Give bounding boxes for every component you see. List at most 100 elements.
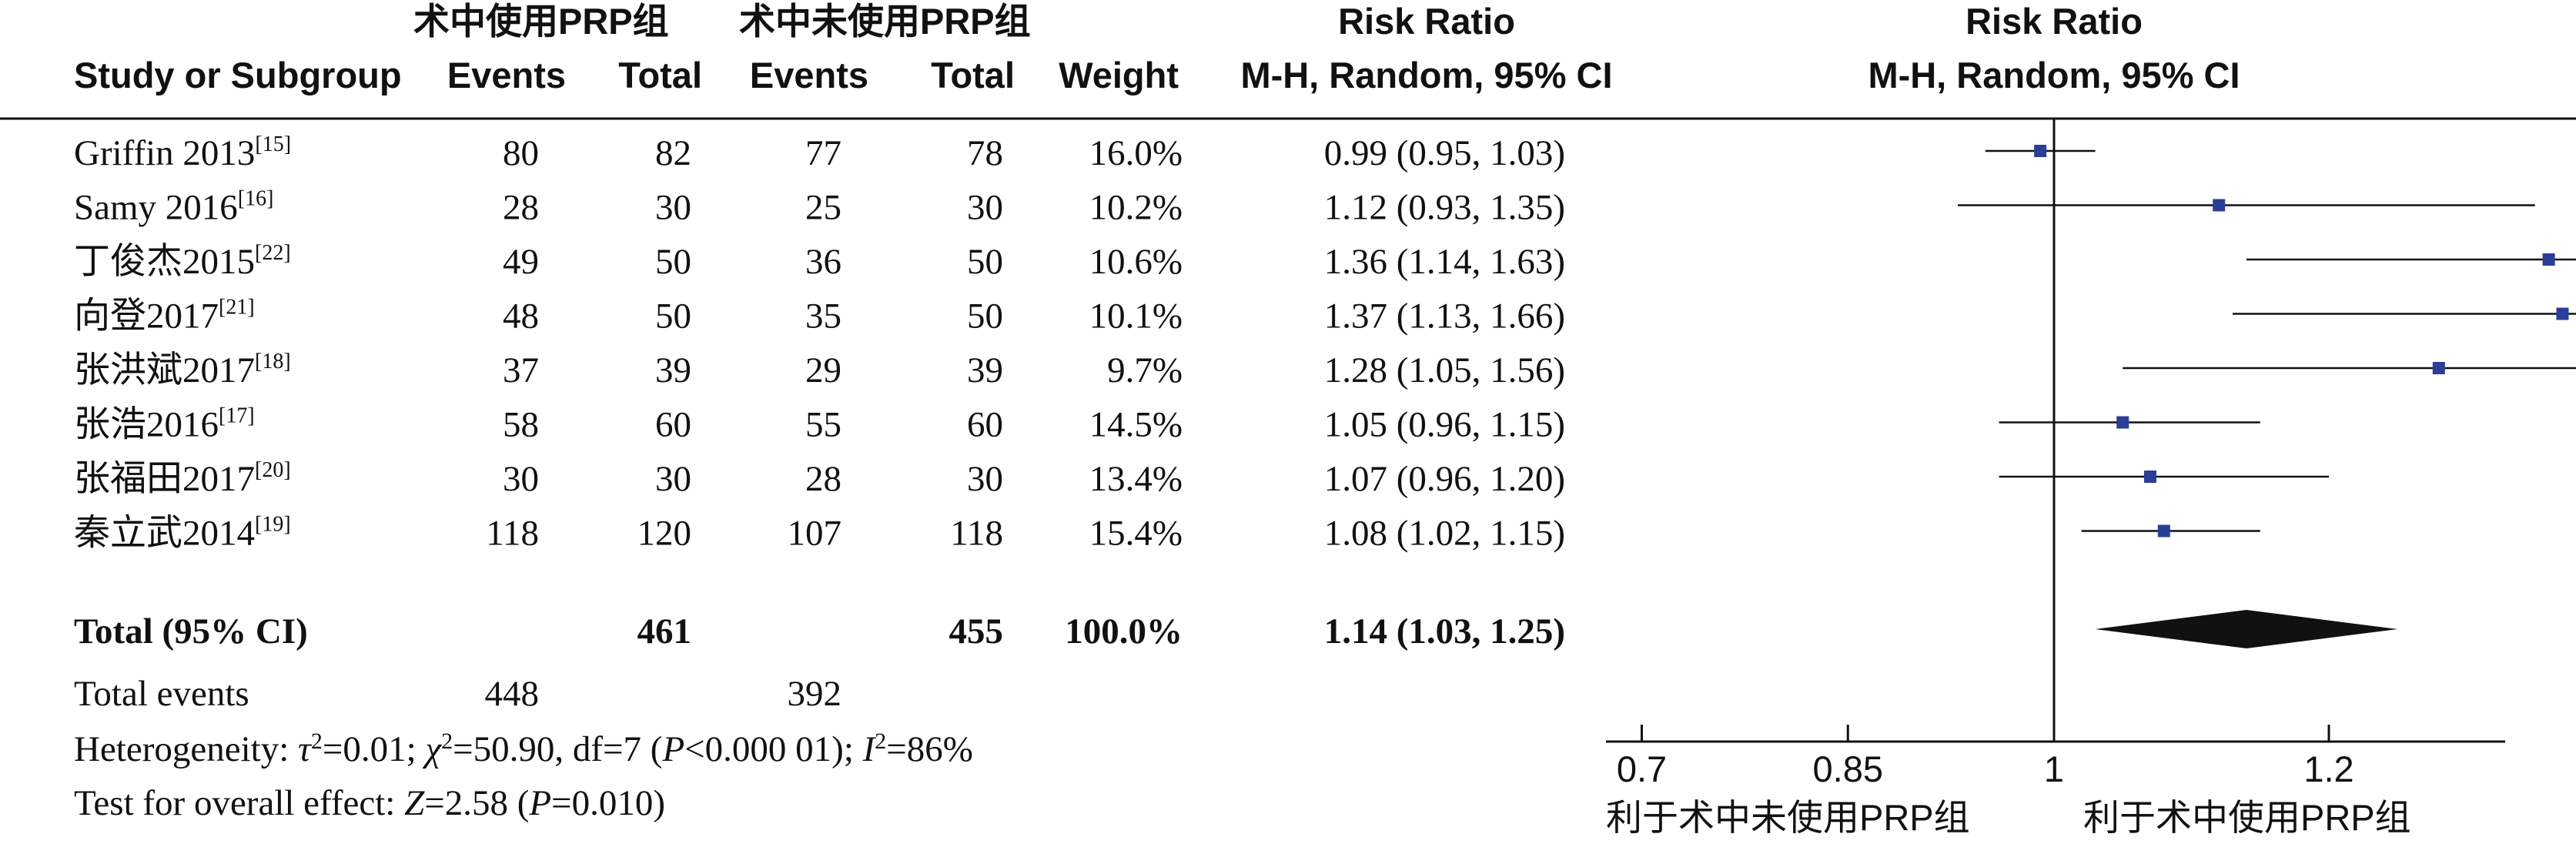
total-ctrl: 50 [967,296,1003,337]
events-exp: 37 [503,350,539,390]
table-row: Samy 2016[16] 28 30 25 30 10.2% 1.12 (0.93, 1.… [74,187,1565,228]
point-estimate-marker [2432,362,2445,374]
rr-ci: 1.07 (0.96, 1.20) [1324,459,1565,499]
rr-ci: 1.05 (0.96, 1.15) [1324,405,1565,445]
total-exp: 50 [655,242,691,282]
table-row: Griffin 2013[15] 80 82 77 78 16.0% 0.99 (0.95,… [74,132,1565,173]
total-ctrl: 30 [967,188,1003,228]
pooled-estimate-diamond [2095,610,2398,648]
weight: 15.4% [1089,514,1183,554]
table-row: 丁俊杰2015[22] 49 50 36 50 10.6% 1.36 (1.14, 1.63… [74,241,1565,282]
weight: 9.7% [1107,350,1183,390]
x-tick-label: 0.7 [1617,749,1667,789]
header-plot-title: Risk Ratio [1965,1,2143,42]
events-exp: 58 [503,405,539,445]
table-row: 向登2017[21] 48 50 35 50 10.1% 1.37 (1.13, 1.66) [74,296,1565,337]
study-name: 秦立武2014[19] [74,513,291,554]
study-name: Samy 2016[16] [74,187,273,228]
events-ctrl: 77 [805,133,841,173]
point-estimate-marker [2116,416,2129,429]
total-ctrl: 118 [950,514,1003,554]
header-total-ctrl: Total [931,55,1015,95]
events-exp: 118 [486,514,539,554]
total-label: Total (95% CI) [74,611,308,651]
total-exp: 30 [655,188,691,228]
overall-effect-line: Test for overall effect: Z=2.58 (P=0.010… [74,783,665,823]
header-rr-method: M-H, Random, 95% CI [1240,55,1612,95]
total-exp: 30 [655,459,691,499]
rr-ci: 1.37 (1.13, 1.66) [1324,296,1565,337]
header-plot-method: M-H, Random, 95% CI [1868,55,2240,95]
header-total-exp: Total [618,55,702,95]
header-study: Study or Subgroup [74,55,402,95]
point-estimate-marker [2143,471,2156,483]
total-ctrl: 455 [949,611,1004,651]
events-exp: 49 [503,242,539,282]
total-exp: 60 [655,405,691,445]
table-row: 张福田2017[20] 30 30 28 30 13.4% 1.07 (0.96, 1.20… [74,458,1565,499]
point-estimate-marker [2556,307,2569,320]
total-weight: 100.0% [1065,611,1183,651]
x-tick-label: 1.2 [2303,749,2354,789]
study-name: 张福田2017[20] [74,458,291,499]
weight: 10.2% [1089,188,1183,228]
heterogeneity-line: Heterogeneity: τ2=0.01; χ2=50.90, df=7 (… [74,728,973,769]
header-events-exp: Events [447,55,566,95]
events-ctrl: 35 [805,296,841,337]
total-rr-ci: 1.14 (1.03, 1.25) [1324,611,1565,651]
table-row: 张洪斌2017[18] 37 39 29 39 9.7% 1.28 (1.05, 1.56) [74,350,1565,390]
study-table: Griffin 2013[15] 80 82 77 78 16.0% 0.99 (0.95,… [74,132,1565,651]
study-name: 丁俊杰2015[22] [74,241,291,282]
total-ctrl: 50 [967,242,1003,282]
x-tick-label: 0.85 [1813,749,1883,789]
point-estimate-marker [2157,524,2170,538]
study-name: Griffin 2013[15] [74,132,291,173]
total-ctrl: 30 [967,459,1003,499]
rr-ci: 1.08 (1.02, 1.15) [1324,514,1565,554]
study-name: 向登2017[21] [74,296,255,337]
events-exp: 48 [503,296,539,337]
total-ctrl: 39 [967,350,1003,390]
rr-ci: 1.36 (1.14, 1.63) [1324,242,1565,282]
events-exp: 30 [503,459,539,499]
x-tick-label: 1 [2044,749,2064,789]
header-group-exp: 术中使用PRP组 [413,1,669,42]
events-ctrl: 25 [805,188,841,228]
rr-ci: 1.12 (0.93, 1.35) [1324,188,1565,228]
point-estimate-marker [2542,253,2555,266]
weight: 16.0% [1089,133,1183,173]
plot-marks [1958,145,2576,648]
table-row: 张浩2016[17] 58 60 55 60 14.5% 1.05 (0.96, 1.15) [74,404,1565,445]
favors-left-label: 利于术中未使用PRP组 [1606,797,1970,838]
total-exp: 50 [655,296,691,337]
events-ctrl: 29 [805,350,841,390]
weight: 13.4% [1089,459,1183,499]
weight: 10.6% [1089,242,1183,282]
study-name: 张洪斌2017[18] [74,350,291,390]
rr-ci: 0.99 (0.95, 1.03) [1324,133,1565,173]
total-exp: 82 [655,133,691,173]
events-exp: 80 [503,133,539,173]
header-group-ctrl: 术中未使用PRP组 [739,1,1031,42]
rr-ci: 1.28 (1.05, 1.56) [1324,350,1565,390]
total-row: Total (95% CI) 461 455 100.0% 1.14 (1.03, 1.… [74,611,1565,651]
events-ctrl: 107 [788,514,842,554]
weight: 14.5% [1089,405,1183,445]
header-weight: Weight [1059,55,1179,95]
total-events-ctrl: 392 [788,674,842,714]
header-events-ctrl: Events [750,55,868,95]
favors-right-label: 利于术中使用PRP组 [2083,797,2411,838]
total-exp: 120 [637,514,692,554]
total-ctrl: 78 [967,133,1003,173]
study-name: 张浩2016[17] [74,404,255,445]
table-row: 秦立武2014[19] 118 120 107 118 15.4% 1.08 (1.02, … [74,513,1565,554]
header-rr-title: Risk Ratio [1338,1,1515,42]
point-estimate-marker [2034,145,2047,157]
point-estimate-marker [2213,199,2226,212]
total-events-label: Total events [74,674,249,714]
total-exp: 39 [655,350,691,390]
events-exp: 28 [503,188,539,228]
